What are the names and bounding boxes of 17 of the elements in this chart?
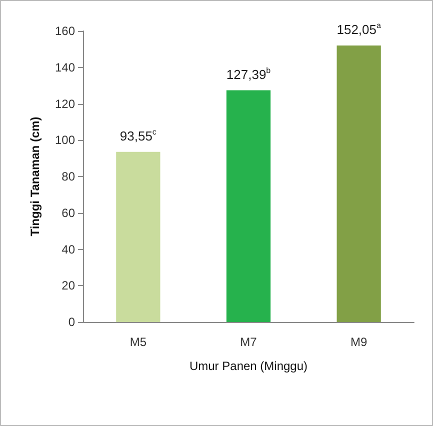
y-tick-label: 160 (54, 24, 76, 38)
y-tick-label: 0 (68, 315, 76, 329)
x-tick-label: M7 (240, 335, 258, 349)
y-tick-label: 80 (62, 170, 76, 184)
y-axis-title: Tinggi Tanaman (cm) (28, 116, 42, 236)
x-tick-label: M5 (130, 335, 147, 349)
y-tick-label: 140 (54, 60, 76, 74)
y-tick-label: 60 (62, 206, 76, 220)
bar (116, 152, 160, 322)
y-tick-label: 20 (62, 278, 76, 293)
bar (226, 90, 271, 322)
x-axis-title: Umur Panen (Minggu) (189, 359, 308, 373)
y-tick-label: 40 (62, 242, 76, 256)
x-tick-label: M9 (350, 335, 368, 349)
y-tick-label: 120 (54, 96, 76, 111)
bar (336, 45, 381, 322)
y-tick-label: 100 (54, 133, 76, 148)
